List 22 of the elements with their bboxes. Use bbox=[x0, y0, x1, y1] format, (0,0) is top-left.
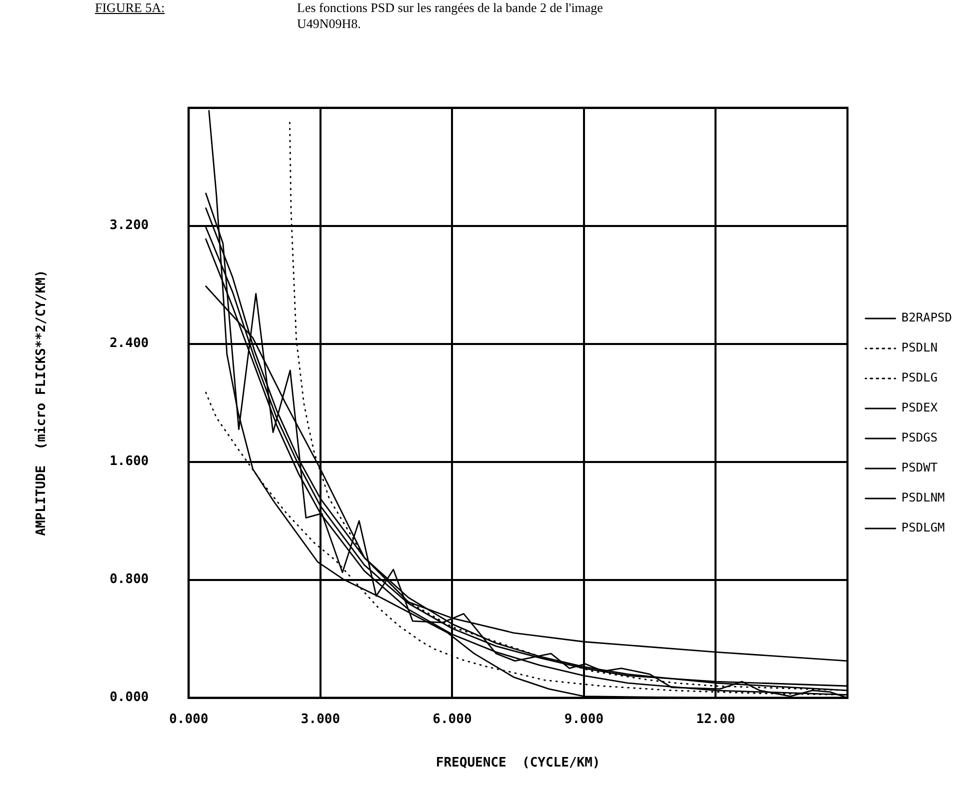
legend-label: PSDEX bbox=[901, 400, 938, 415]
y-tick-label: 3.200 bbox=[110, 218, 149, 234]
y-tick-label: 2.400 bbox=[110, 336, 149, 352]
y-tick-label: 1.600 bbox=[110, 454, 149, 470]
y-axis-title: AMPLITUDE (micro FLICKS**2/CY/KM) bbox=[34, 270, 50, 536]
legend-label: PSDLGM bbox=[901, 520, 945, 535]
x-tick-label: 12.00 bbox=[696, 712, 736, 727]
x-tick-label: 6.000 bbox=[432, 712, 472, 727]
x-tick-label: 9.000 bbox=[564, 712, 604, 727]
legend-label: PSDWT bbox=[901, 460, 938, 475]
legend-label: PSDLG bbox=[901, 370, 938, 385]
x-tick-label: 3.000 bbox=[300, 712, 340, 727]
legend-label: PSDLNM bbox=[901, 490, 945, 505]
x-tick-label: 0.000 bbox=[169, 712, 208, 727]
legend-label: B2RAPSD bbox=[901, 310, 952, 325]
chart-subtitle: Les fonctions PSD sur les rangées de la bande 2 de l'image U49N09H8. bbox=[297, 0, 604, 32]
y-tick-label: 0.000 bbox=[110, 690, 149, 706]
legend-label: PSDGS bbox=[901, 430, 938, 445]
x-axis-title: FREQUENCE (CYCLE/KM) bbox=[436, 756, 600, 771]
legend-label: PSDLN bbox=[901, 340, 938, 355]
chart-title: FIGURE 5A: bbox=[95, 0, 165, 16]
y-tick-label: 0.800 bbox=[110, 572, 149, 588]
